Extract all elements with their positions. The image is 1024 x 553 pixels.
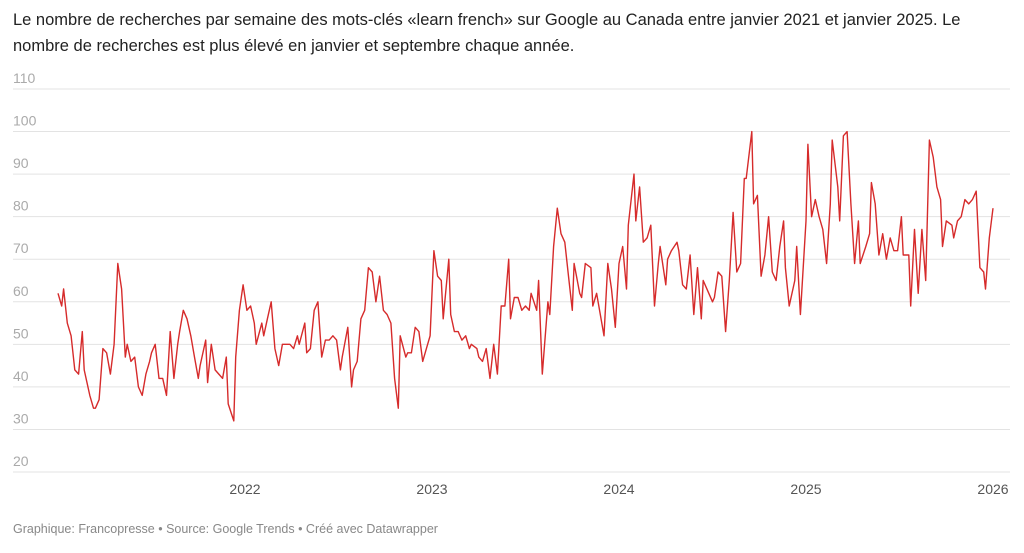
x-tick-label: 2022: [229, 481, 260, 497]
y-tick-label: 40: [13, 368, 29, 384]
series-line: [57, 130, 994, 422]
y-tick-label: 90: [13, 155, 29, 171]
y-tick-label: 80: [13, 198, 29, 214]
y-tick-label: 20: [13, 453, 29, 469]
y-tick-label: 60: [13, 283, 29, 299]
chart-footer: Graphique: Francopresse • Source: Google…: [13, 522, 438, 536]
y-axis-labels: 20 30 40 50 60 70 80 90 100 110: [13, 70, 37, 469]
x-tick-label: 2024: [603, 481, 634, 497]
y-tick-label: 110: [13, 70, 36, 86]
x-tick-label: 2026: [977, 481, 1008, 497]
y-tick-label: 30: [13, 410, 29, 426]
chart-title: Le nombre de recherches par semaine des …: [13, 11, 961, 55]
x-tick-label: 2025: [790, 481, 821, 497]
y-tick-label: 70: [13, 240, 29, 256]
gridlines: [13, 88, 1010, 473]
x-axis-labels: 2022 2023 2024 2025 2026: [229, 481, 1008, 497]
y-tick-label: 50: [13, 325, 29, 341]
y-tick-label: 100: [13, 113, 37, 129]
x-tick-label: 2023: [416, 481, 447, 497]
